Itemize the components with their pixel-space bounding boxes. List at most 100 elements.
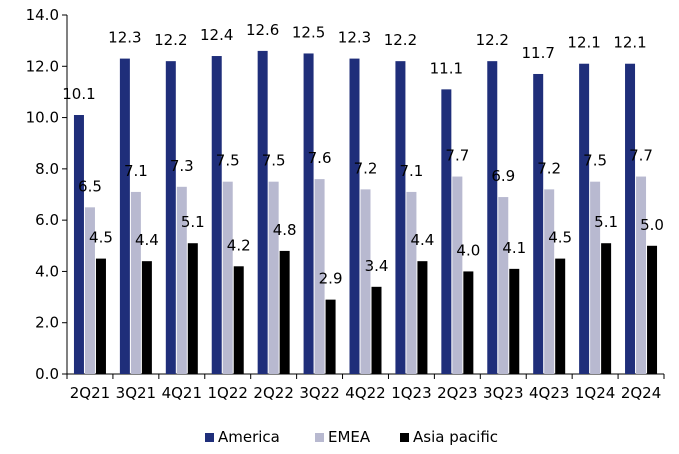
bar-asia-pacific xyxy=(325,299,336,374)
legend-swatch-america xyxy=(205,433,214,442)
bar-america xyxy=(73,115,84,374)
bar-asia-pacific xyxy=(601,243,612,374)
x-tick-label: 2Q24 xyxy=(621,384,661,402)
bar-america xyxy=(119,58,130,374)
data-label: 12.2 xyxy=(476,31,509,49)
bar-asia-pacific xyxy=(417,261,428,374)
bar-asia-pacific xyxy=(463,271,474,374)
data-label: 12.3 xyxy=(338,29,371,47)
y-axis: 0.0 2.0 4.0 6.0 8.0 10.0 12.0 14.0 xyxy=(26,6,68,383)
bar-america xyxy=(579,63,590,374)
y-tick-label: 12.0 xyxy=(26,57,59,75)
bar-emea xyxy=(268,181,279,374)
x-tick-label: 4Q22 xyxy=(345,384,385,402)
x-tick-label: 3Q21 xyxy=(116,384,156,402)
x-tick-label: 3Q22 xyxy=(299,384,339,402)
data-label: 6.5 xyxy=(78,177,102,195)
data-label: 12.2 xyxy=(154,31,187,49)
bar-america xyxy=(395,61,406,375)
bar-emea xyxy=(360,189,371,374)
data-label: 7.5 xyxy=(216,152,240,170)
data-label: 7.1 xyxy=(399,162,423,180)
bar-asia-pacific xyxy=(555,258,566,374)
legend: America EMEA Asia pacific xyxy=(205,428,498,446)
data-label: 4.4 xyxy=(135,231,159,249)
bar-asia-pacific xyxy=(95,258,106,374)
legend-label: Asia pacific xyxy=(413,428,498,446)
data-label: 10.1 xyxy=(62,85,95,103)
bar-america xyxy=(303,53,314,374)
bar-america xyxy=(625,63,636,374)
bar-america xyxy=(349,58,360,374)
data-label: 6.9 xyxy=(491,167,515,185)
bar-america xyxy=(487,61,498,375)
bar-emea xyxy=(130,191,141,374)
data-label: 11.1 xyxy=(430,59,463,77)
data-label: 4.2 xyxy=(227,236,251,254)
bar-emea xyxy=(222,181,233,374)
bar-america xyxy=(441,89,452,374)
data-label: 7.6 xyxy=(308,149,332,167)
data-label: 11.7 xyxy=(521,44,554,62)
data-label: 12.1 xyxy=(613,34,646,52)
data-label: 7.3 xyxy=(170,157,194,175)
bar-asia-pacific xyxy=(279,250,290,374)
data-label: 7.7 xyxy=(629,147,653,165)
legend-label: America xyxy=(218,428,280,446)
data-label: 7.1 xyxy=(124,162,148,180)
x-tick-label: 4Q21 xyxy=(162,384,202,402)
y-tick-label: 6.0 xyxy=(35,211,59,229)
bars xyxy=(73,50,658,375)
y-tick-label: 0.0 xyxy=(35,365,59,383)
data-label: 3.4 xyxy=(365,257,389,275)
data-label: 12.6 xyxy=(246,21,279,39)
legend-label: EMEA xyxy=(328,428,371,446)
bar-emea xyxy=(314,179,325,374)
bar-asia-pacific xyxy=(141,261,152,374)
y-tick-label: 8.0 xyxy=(35,160,59,178)
legend-swatch-emea xyxy=(315,433,324,442)
data-label: 7.5 xyxy=(262,152,286,170)
data-label: 12.5 xyxy=(292,23,325,41)
legend-swatch-asia-pacific xyxy=(400,433,409,442)
x-tick-label: 1Q23 xyxy=(391,384,431,402)
data-label: 2.9 xyxy=(319,270,343,288)
y-tick-label: 4.0 xyxy=(35,262,59,280)
data-label: 4.1 xyxy=(502,239,526,257)
bar-america xyxy=(211,56,222,375)
y-tick-label: 2.0 xyxy=(35,314,59,332)
bar-emea xyxy=(544,189,555,374)
bar-asia-pacific xyxy=(509,268,520,374)
x-tick-label: 1Q22 xyxy=(208,384,248,402)
data-label: 7.2 xyxy=(354,159,378,177)
bar-emea xyxy=(84,207,95,374)
bar-emea xyxy=(452,176,463,374)
x-tick-label: 2Q22 xyxy=(253,384,293,402)
x-tick-label: 4Q23 xyxy=(529,384,569,402)
x-tick-label: 2Q23 xyxy=(437,384,477,402)
data-label: 7.7 xyxy=(445,147,469,165)
bar-america xyxy=(533,73,544,374)
x-tick-label: 2Q21 xyxy=(70,384,110,402)
data-label: 4.8 xyxy=(273,221,297,239)
bar-emea xyxy=(176,186,187,374)
bar-emea xyxy=(406,191,417,374)
data-label: 12.1 xyxy=(567,34,600,52)
data-label: 12.4 xyxy=(200,26,233,44)
data-label: 12.2 xyxy=(384,31,417,49)
data-label: 7.5 xyxy=(583,152,607,170)
y-tick-label: 10.0 xyxy=(26,109,59,127)
data-label: 4.4 xyxy=(410,231,434,249)
bar-asia-pacific xyxy=(647,245,658,374)
data-label: 5.0 xyxy=(640,216,664,234)
x-axis: 2Q21 3Q21 4Q21 1Q22 2Q22 3Q22 4Q22 1Q23 2Q23 3Q23… xyxy=(66,373,665,402)
data-label: 4.5 xyxy=(548,229,572,247)
bar-emea xyxy=(498,197,509,374)
data-label: 4.5 xyxy=(89,229,113,247)
data-label: 12.3 xyxy=(108,29,141,47)
bar-emea xyxy=(590,181,601,374)
x-tick-label: 1Q24 xyxy=(575,384,615,402)
data-label: 4.0 xyxy=(456,241,480,259)
bar-asia-pacific xyxy=(233,266,244,374)
